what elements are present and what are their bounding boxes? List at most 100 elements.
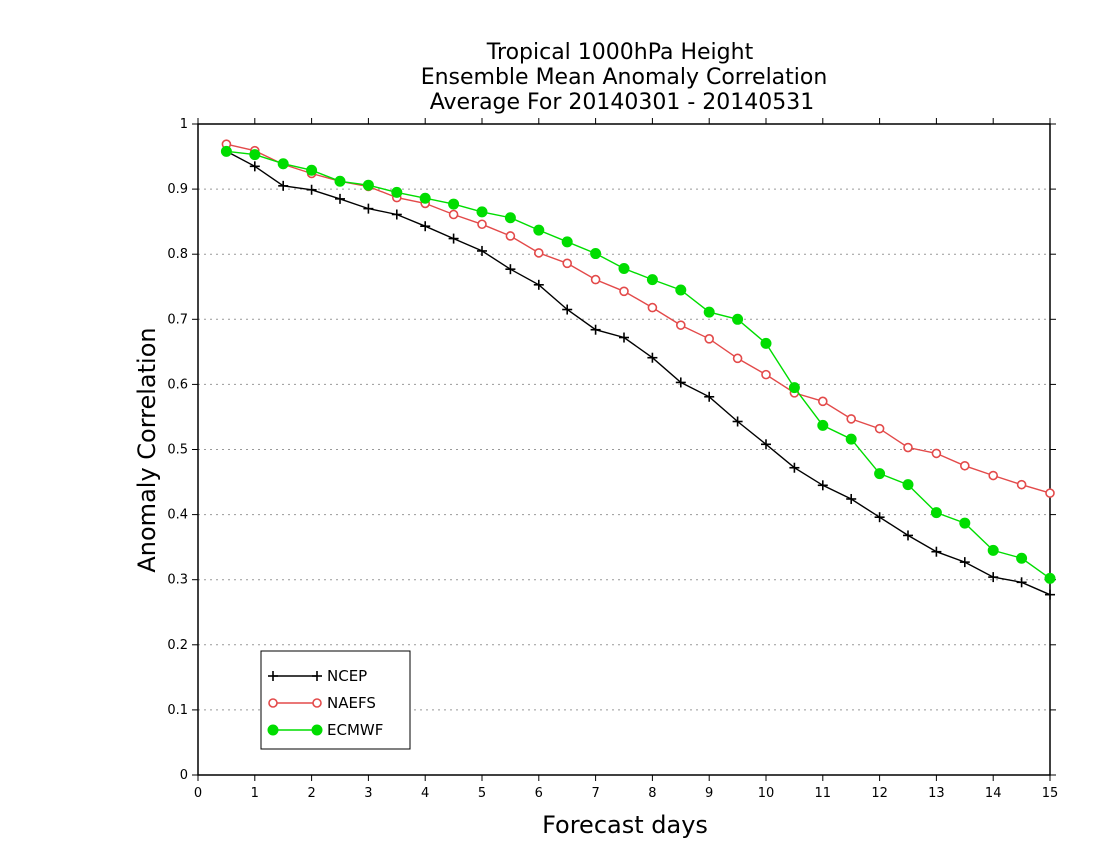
- ecmwf-point: [391, 186, 403, 198]
- series-ncep: [221, 146, 1055, 600]
- legend-marker-left-ecmwf: [267, 724, 279, 736]
- naefs-point: [477, 219, 487, 230]
- ncep-point: [704, 391, 715, 402]
- ncep-point: [817, 480, 828, 491]
- legend-marker-right-ecmwf: [311, 724, 323, 736]
- ecmwf-point: [561, 236, 573, 248]
- ecmwf-point: [448, 198, 460, 210]
- ecmwf-point: [987, 544, 999, 556]
- ecmwf-point: [277, 158, 289, 170]
- y-tick-label: 0.2: [167, 638, 188, 653]
- ncep-point: [675, 377, 686, 388]
- ncep-point: [448, 233, 459, 244]
- legend: NCEP NAEFS ECMWF: [260, 650, 411, 750]
- x-tick-label: 3: [364, 786, 372, 801]
- ecmwf-point: [1044, 572, 1056, 584]
- ncep-point: [562, 304, 573, 315]
- ecmwf-point: [703, 306, 715, 318]
- ncep-point: [391, 209, 402, 220]
- ncep-point: [533, 279, 544, 290]
- y-tick-label: 0.6: [167, 377, 188, 392]
- ncep-point: [249, 161, 260, 172]
- ncep-point: [874, 512, 885, 523]
- y-tick-label: 0.1: [167, 703, 188, 718]
- ncep-point: [420, 221, 431, 232]
- ncep-point: [789, 462, 800, 473]
- naefs-point: [846, 414, 857, 424]
- ecmwf-point: [306, 164, 318, 176]
- naefs-point: [675, 320, 686, 330]
- ecmwf-point: [788, 382, 800, 394]
- ecmwf-point: [732, 313, 744, 325]
- x-tick-label: 13: [928, 786, 945, 801]
- naefs-point: [533, 248, 544, 258]
- legend-item-ecmwf: ECMWF: [267, 721, 383, 739]
- x-tick-label: 6: [535, 786, 543, 801]
- legend-box: [260, 650, 411, 750]
- ncep-point: [1016, 577, 1027, 588]
- ecmwf-point: [817, 419, 829, 431]
- ncep-point: [903, 530, 913, 541]
- ncep-point: [846, 493, 857, 504]
- x-tick-label: 15: [1042, 786, 1059, 801]
- naefs-point: [647, 302, 658, 313]
- x-tick-label: 12: [871, 786, 888, 801]
- naefs-point: [817, 396, 828, 407]
- naefs-point: [619, 286, 629, 297]
- ecmwf-point: [1016, 552, 1028, 564]
- ecmwf-point: [362, 179, 374, 191]
- ecmwf-point: [959, 517, 971, 529]
- x-axis-title: Forecast days: [542, 811, 708, 839]
- ncep-point: [619, 332, 629, 343]
- ecmwf-point: [618, 263, 630, 275]
- data-series: [220, 139, 1056, 600]
- ecmwf-point: [902, 479, 914, 491]
- ncep-point: [590, 324, 601, 335]
- ncep-point: [505, 264, 516, 275]
- naefs-point: [562, 258, 573, 269]
- ncep-point: [306, 184, 317, 195]
- x-tick-label: 0: [194, 786, 202, 801]
- ncep-point: [335, 193, 345, 204]
- ncep-point: [1045, 589, 1055, 600]
- ecmwf-point: [249, 149, 261, 161]
- ncep-point: [477, 245, 487, 256]
- y-tick-label: 0.8: [167, 247, 188, 262]
- naefs-point: [448, 209, 459, 220]
- ncep-point: [647, 352, 658, 363]
- naefs-point: [704, 334, 715, 344]
- x-tick-label: 2: [307, 786, 315, 801]
- naefs-point: [761, 369, 771, 380]
- ecmwf-point: [845, 433, 857, 445]
- naefs-point: [874, 423, 885, 434]
- ecmwf-point: [334, 175, 346, 187]
- y-axis-title: Anomaly Correlation: [133, 327, 161, 572]
- y-tick-label: 1: [180, 117, 188, 132]
- naefs-point: [1045, 488, 1055, 498]
- y-tick-label: 0.7: [167, 312, 188, 327]
- title-line-2: Ensemble Mean Anomaly Correlation: [421, 65, 828, 90]
- x-tick-label: 14: [985, 786, 1002, 801]
- ncep-point: [732, 416, 743, 427]
- y-tick-label: 0.9: [167, 182, 188, 197]
- ncep-line: [226, 150, 1051, 596]
- ecmwf-point: [476, 206, 488, 218]
- legend-marker-right-naefs: [312, 698, 322, 708]
- legend-marker-right-ncep: [312, 671, 322, 681]
- ecmwf-point: [760, 337, 772, 349]
- title-line-3: Average For 20140301 - 20140531: [430, 90, 815, 115]
- ecmwf-point: [504, 212, 516, 224]
- x-tick-label: 4: [421, 786, 429, 801]
- ecmwf-point: [590, 248, 602, 260]
- y-tick-label: 0.5: [167, 443, 188, 458]
- y-tick-label: 0: [180, 768, 188, 783]
- series-ecmwf: [220, 145, 1056, 584]
- x-tick-label: 10: [758, 786, 775, 801]
- chart-title: Tropical 1000hPa Height Ensemble Mean An…: [421, 40, 828, 115]
- naefs-point: [732, 353, 743, 364]
- ncep-point: [363, 203, 374, 214]
- x-tick-label: 1: [251, 786, 259, 801]
- ecmwf-point: [930, 507, 942, 519]
- legend-marker-left-naefs: [268, 698, 278, 708]
